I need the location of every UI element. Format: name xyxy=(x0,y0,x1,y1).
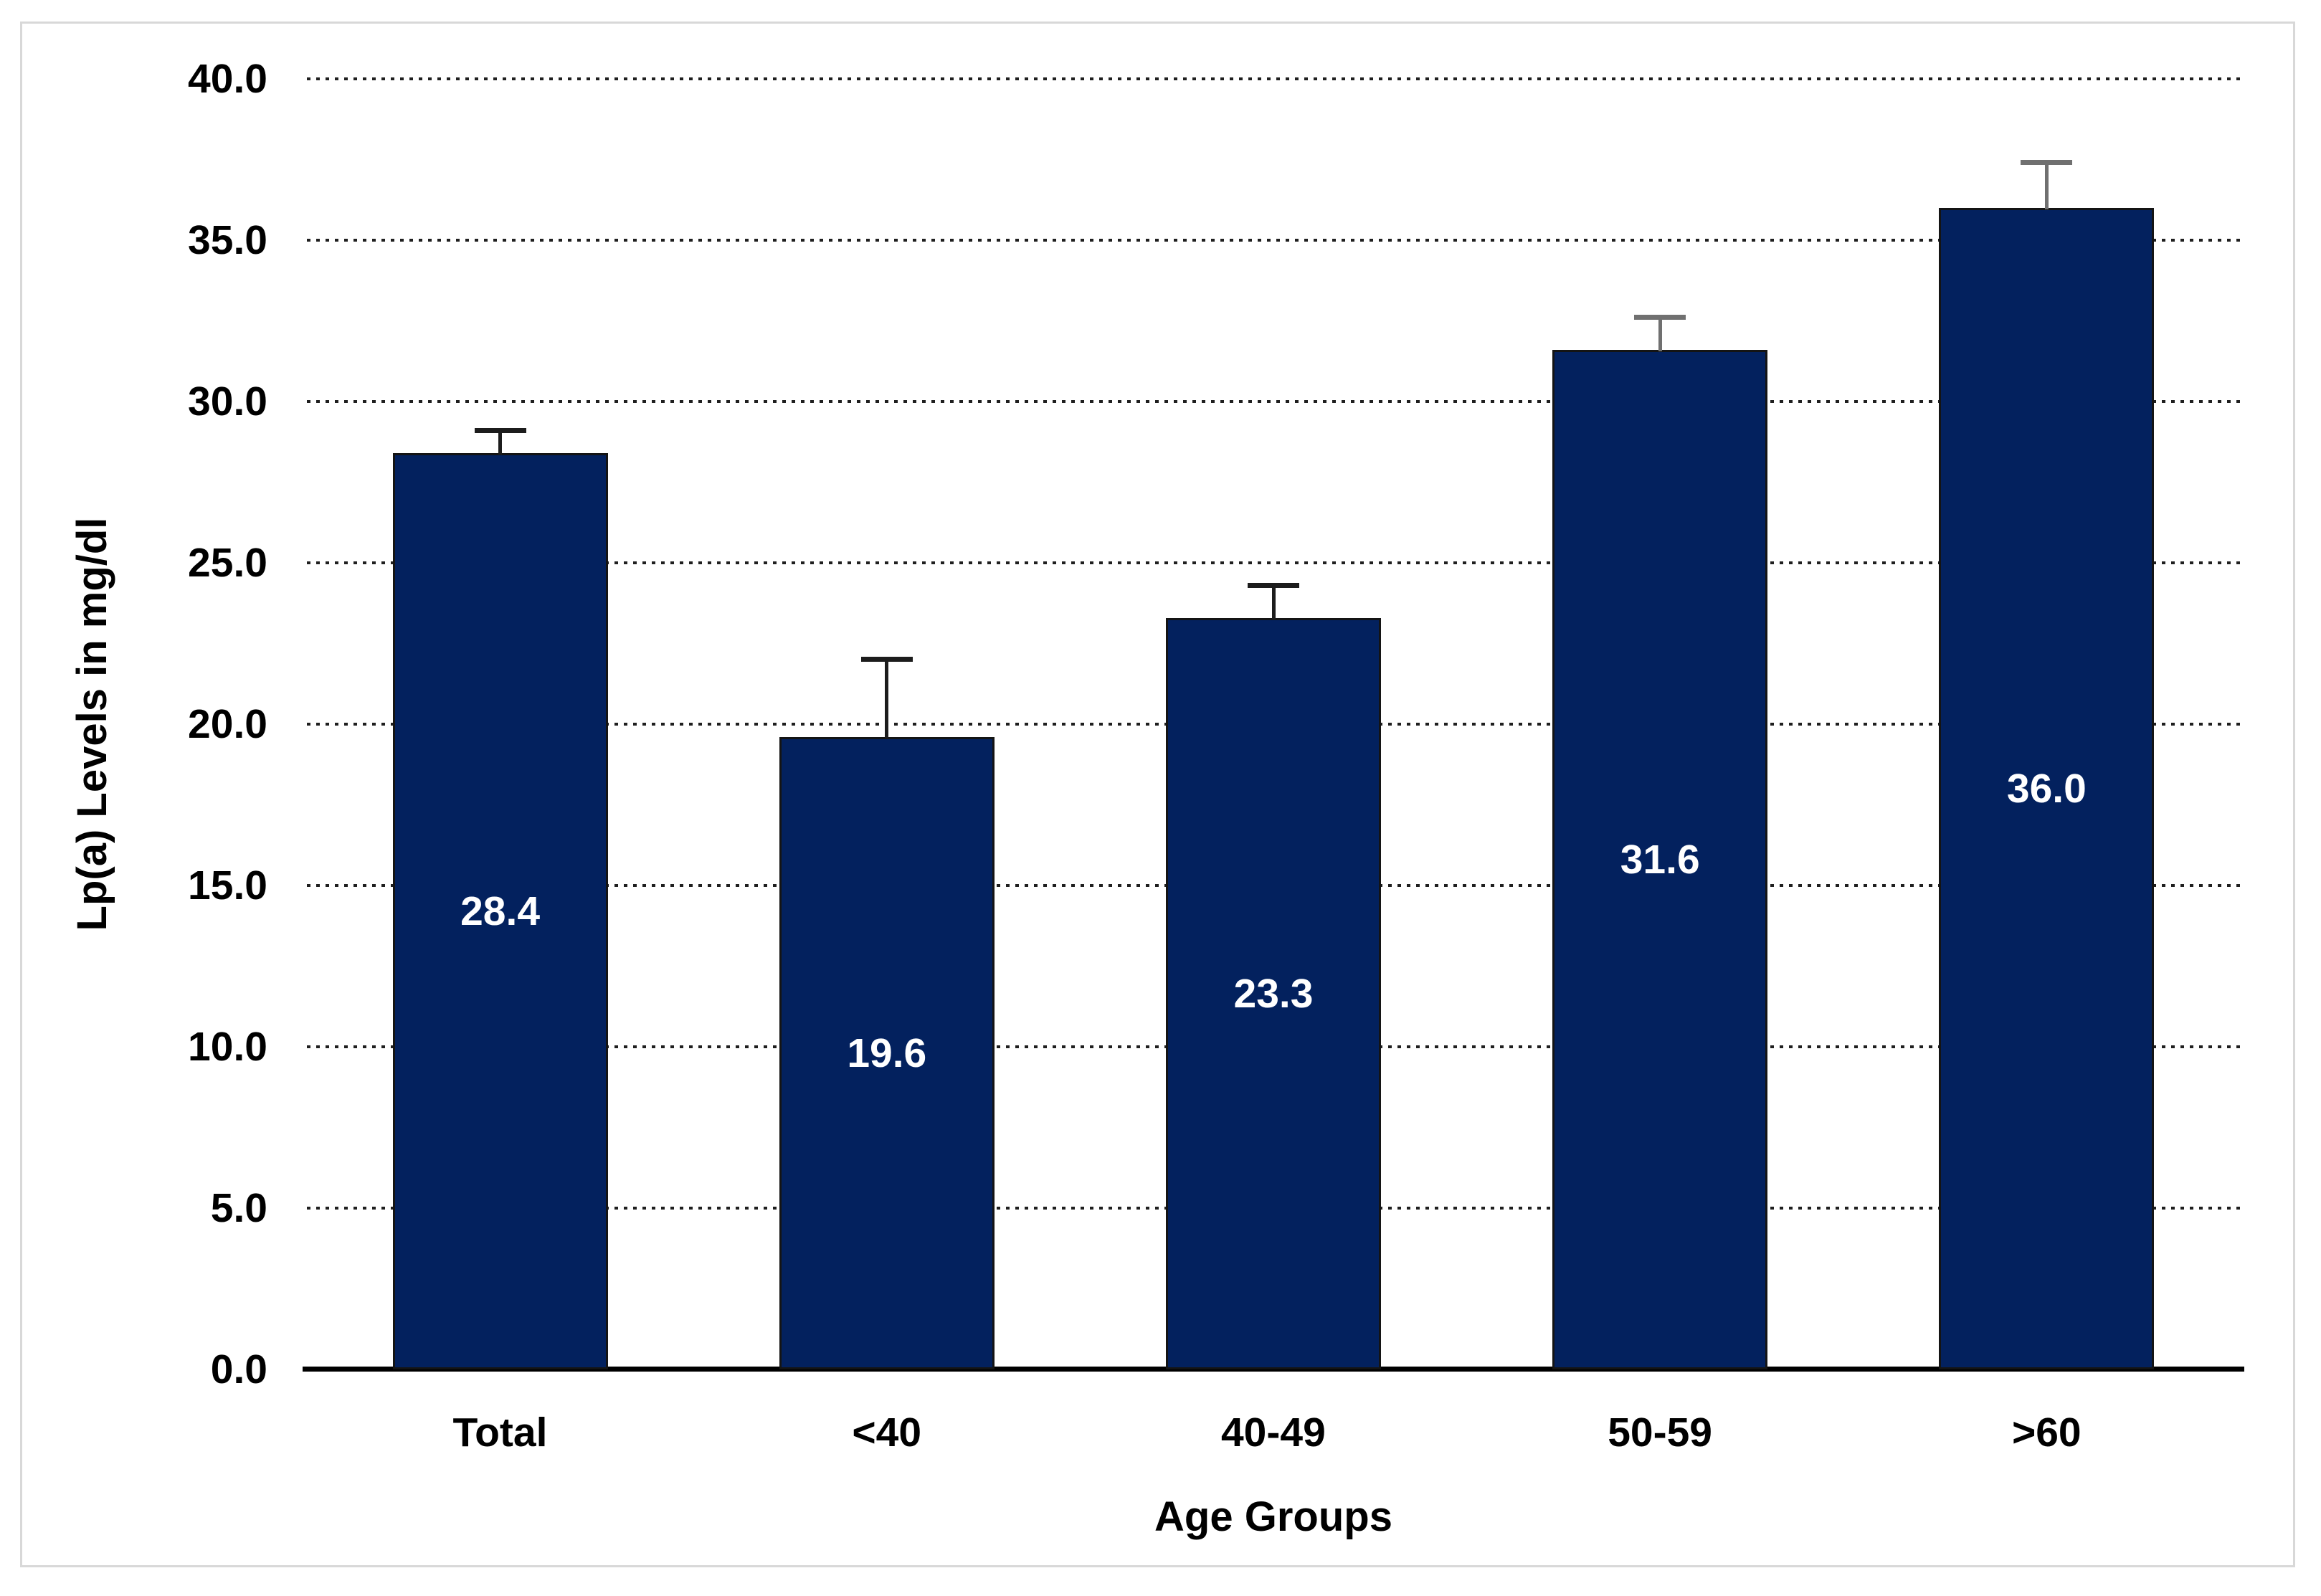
y-tick-label-35.0: 35.0 xyxy=(188,217,267,263)
bar-value-label-Total: 28.4 xyxy=(460,888,541,934)
bar-<40 xyxy=(779,737,995,1369)
y-tick-label-40.0: 40.0 xyxy=(188,56,267,102)
error-bar-line-Total xyxy=(498,430,503,455)
y-tick-label-20.0: 20.0 xyxy=(188,701,267,747)
x-category-label-50-59: 50-59 xyxy=(1608,1410,1712,1455)
y-tick-label-30.0: 30.0 xyxy=(188,379,267,424)
error-bar-cap-40-49 xyxy=(1248,582,1299,588)
x-category-label-<40: <40 xyxy=(852,1410,922,1455)
bar->60 xyxy=(1939,208,2155,1369)
bar-value-label-40-49: 23.3 xyxy=(1233,970,1314,1017)
plot-area: 28.4 19.6 23.3 31.6 36.0 xyxy=(303,77,2244,1372)
bar-50-59 xyxy=(1552,350,1768,1369)
x-category-label-Total: Total xyxy=(452,1410,548,1455)
x-category-label->60: >60 xyxy=(2011,1410,2082,1455)
y-tick-label-10.0: 10.0 xyxy=(188,1024,267,1070)
gridline-30.0 xyxy=(307,400,2240,403)
y-tick-label-0.0: 0.0 xyxy=(210,1346,267,1392)
bar-value-label->60: 36.0 xyxy=(2006,766,2087,812)
y-tick-label-15.0: 15.0 xyxy=(188,863,267,908)
error-bar-line-<40 xyxy=(885,660,889,738)
error-bar-line-50-59 xyxy=(1658,318,1662,351)
x-axis-title: Age Groups xyxy=(1154,1493,1392,1540)
bar-Total xyxy=(392,453,608,1369)
x-category-label-40-49: 40-49 xyxy=(1220,1410,1326,1455)
bar-40-49 xyxy=(1166,617,1381,1369)
error-bar-cap-<40 xyxy=(860,657,913,662)
gridline-40.0 xyxy=(307,77,2240,80)
error-bar-cap-50-59 xyxy=(1634,315,1686,320)
y-tick-label-25.0: 25.0 xyxy=(188,540,267,586)
gridline-25.0 xyxy=(307,561,2240,564)
error-bar-line-40-49 xyxy=(1271,585,1276,619)
y-tick-label-5.0: 5.0 xyxy=(210,1185,267,1231)
bar-value-label-<40: 19.6 xyxy=(847,1030,927,1076)
error-bar-line->60 xyxy=(2044,163,2049,209)
error-bar-cap-Total xyxy=(474,427,526,433)
error-bar-cap->60 xyxy=(2021,160,2073,165)
bar-value-label-50-59: 31.6 xyxy=(1620,837,1700,883)
gridline-35.0 xyxy=(307,239,2240,242)
